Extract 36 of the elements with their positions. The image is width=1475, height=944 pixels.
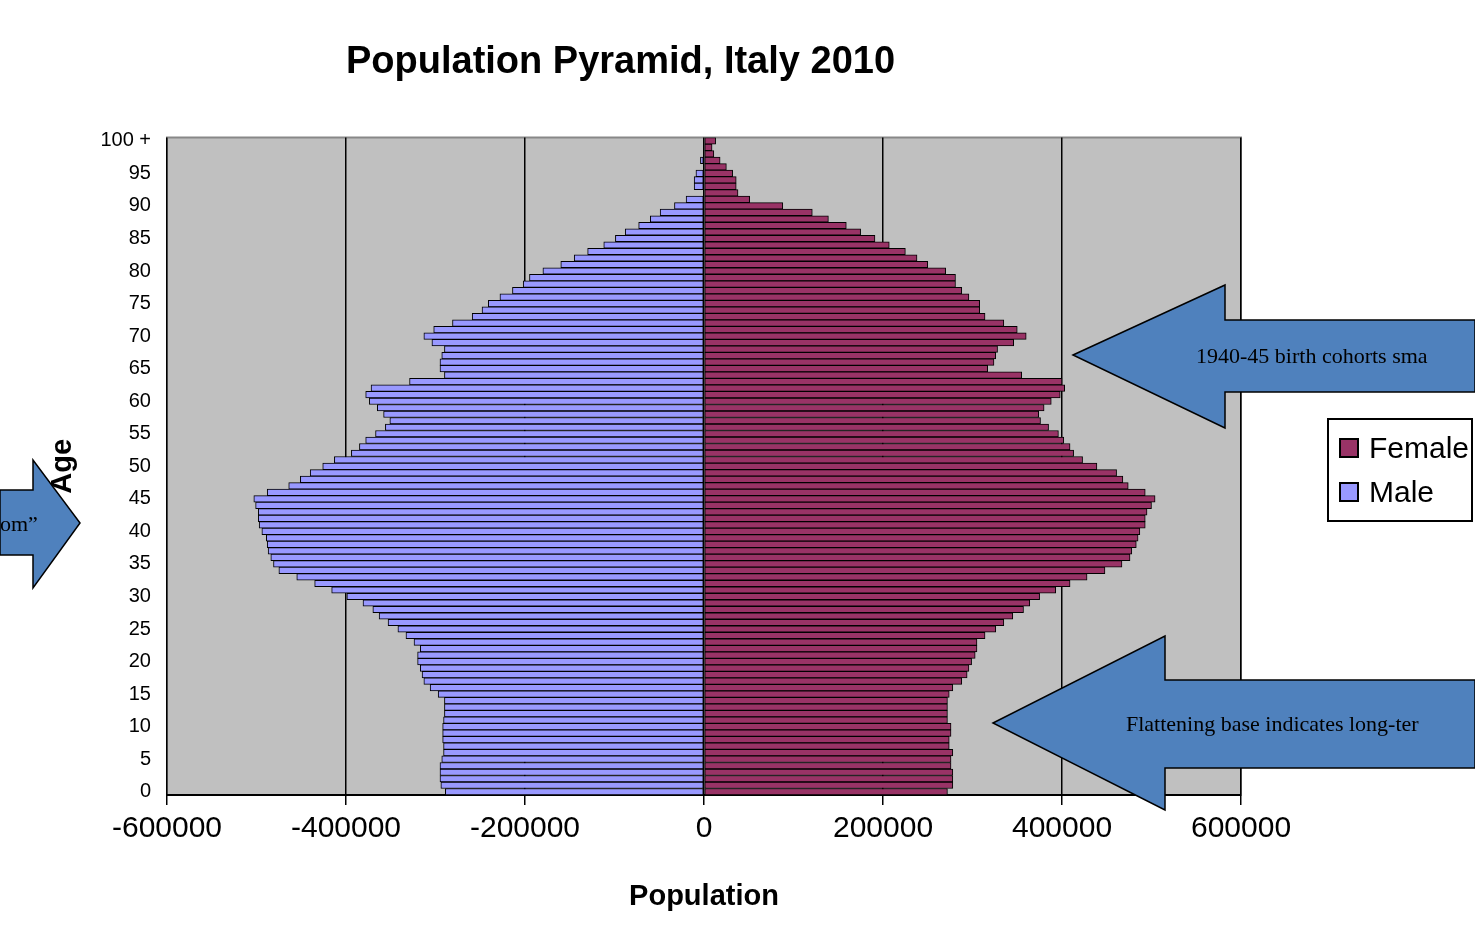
y-tick-label: 85 [128,226,151,248]
annotation: 1940-45 birth cohorts sma [1196,343,1428,369]
y-tick-label: 75 [128,291,151,314]
y-tick-label: 60 [128,388,151,411]
y-tick-label: 90 [128,193,151,216]
x-tick-label: 600000 [1190,810,1292,844]
y-tick-label: 0 [139,779,151,802]
y-tick-label: 55 [128,421,151,444]
legend-label: Male [1369,475,1435,509]
y-tick-label: 20 [128,649,151,672]
x-tick-label: 200000 [832,810,934,844]
y-tick-label: 35 [128,551,151,574]
x-tick-label: 400000 [1011,810,1113,844]
legend-label: Female [1369,431,1470,465]
x-tick-label: -400000 [290,810,402,844]
y-tick-label: 15 [128,681,151,704]
y-tick-label: 10 [128,714,151,737]
y-tick-label: 100 + [100,128,151,151]
y-tick-label: 80 [128,258,151,281]
x-axis-title: Population [629,878,779,911]
annotation: Flattening base indicates long-ter [1126,711,1419,737]
y-tick-label: 50 [128,453,151,476]
y-tick-label: 65 [128,356,151,379]
x-tick-label: 0 [695,810,713,844]
chart-title: Population Pyramid, Italy 2010 [345,39,896,82]
y-tick-label: 45 [128,486,151,509]
y-tick-label: 70 [128,323,151,346]
x-tick-label: -600000 [111,810,223,844]
text: om” [0,511,38,537]
x-tick-label: -200000 [469,810,581,844]
y-tick-label: 30 [128,583,151,606]
y-axis-title: Age [45,438,78,494]
y-tick-label: 95 [128,160,151,183]
y-tick-label: 40 [128,518,151,541]
y-tick-label: 5 [139,746,151,769]
y-tick-label: 25 [128,616,151,639]
